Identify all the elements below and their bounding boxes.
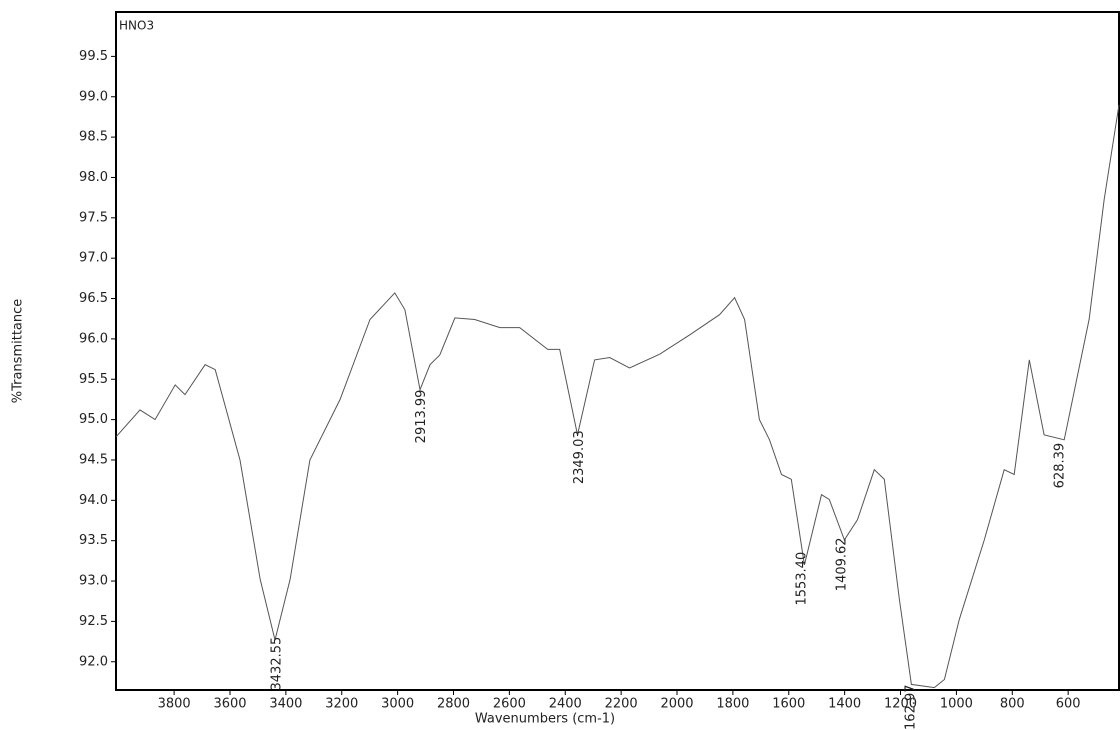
x-tick-label: 2200 — [605, 697, 638, 712]
x-tick-label: 1800 — [716, 697, 749, 712]
peak-label: 1162.97 — [903, 684, 918, 730]
y-tick-label: 95.0 — [79, 412, 108, 427]
x-tick-label: 3000 — [381, 697, 414, 712]
x-tick-label: 2000 — [660, 697, 693, 712]
spectrum-line — [115, 104, 1120, 689]
x-tick-label: 2600 — [493, 697, 526, 712]
peak-label: 628.39 — [1053, 443, 1068, 489]
x-tick-label: 1400 — [828, 697, 861, 712]
series-name: HNO3 — [119, 19, 154, 33]
x-tick-label: 3200 — [325, 697, 358, 712]
x-tick-label: 2800 — [437, 697, 470, 712]
y-tick-label: 98.5 — [79, 130, 108, 145]
x-tick-label: 1000 — [940, 697, 973, 712]
x-tick-label: 600 — [1056, 697, 1081, 712]
peak-label: 1553.40 — [794, 552, 809, 606]
peak-label: 1409.62 — [834, 537, 849, 591]
x-tick-label: 800 — [1000, 697, 1025, 712]
x-tick-label: 1200 — [884, 697, 917, 712]
x-tick-label: 1600 — [772, 697, 805, 712]
y-tick-label: 99.0 — [79, 89, 108, 104]
y-tick-label: 94.5 — [79, 452, 108, 467]
y-tick-label: 93.0 — [79, 574, 108, 589]
x-axis-label: Wavenumbers (cm-1) — [475, 712, 615, 727]
y-tick-label: 98.0 — [79, 170, 108, 185]
peak-label: 3432.55 — [269, 637, 284, 691]
y-tick-label: 92.0 — [79, 654, 108, 669]
x-tick-label: 3400 — [269, 697, 302, 712]
y-tick-label: 94.0 — [79, 493, 108, 508]
y-axis-label: %Transmittance — [11, 299, 26, 404]
y-tick-label: 97.0 — [79, 251, 108, 266]
x-tick-label: 3800 — [158, 697, 191, 712]
y-tick-label: 95.5 — [79, 372, 108, 387]
y-tick-label: 92.5 — [79, 614, 108, 629]
y-tick-label: 96.0 — [79, 331, 108, 346]
y-tick-label: 96.5 — [79, 291, 108, 306]
x-tick-label: 3600 — [213, 697, 246, 712]
x-tick-label: 2400 — [549, 697, 582, 712]
y-tick-label: 93.5 — [79, 533, 108, 548]
plot-frame — [115, 11, 1120, 691]
peak-label: 2349.03 — [572, 430, 587, 484]
y-tick-label: 99.5 — [79, 49, 108, 64]
peak-label: 2913.99 — [414, 390, 429, 444]
y-tick-label: 97.5 — [79, 210, 108, 225]
